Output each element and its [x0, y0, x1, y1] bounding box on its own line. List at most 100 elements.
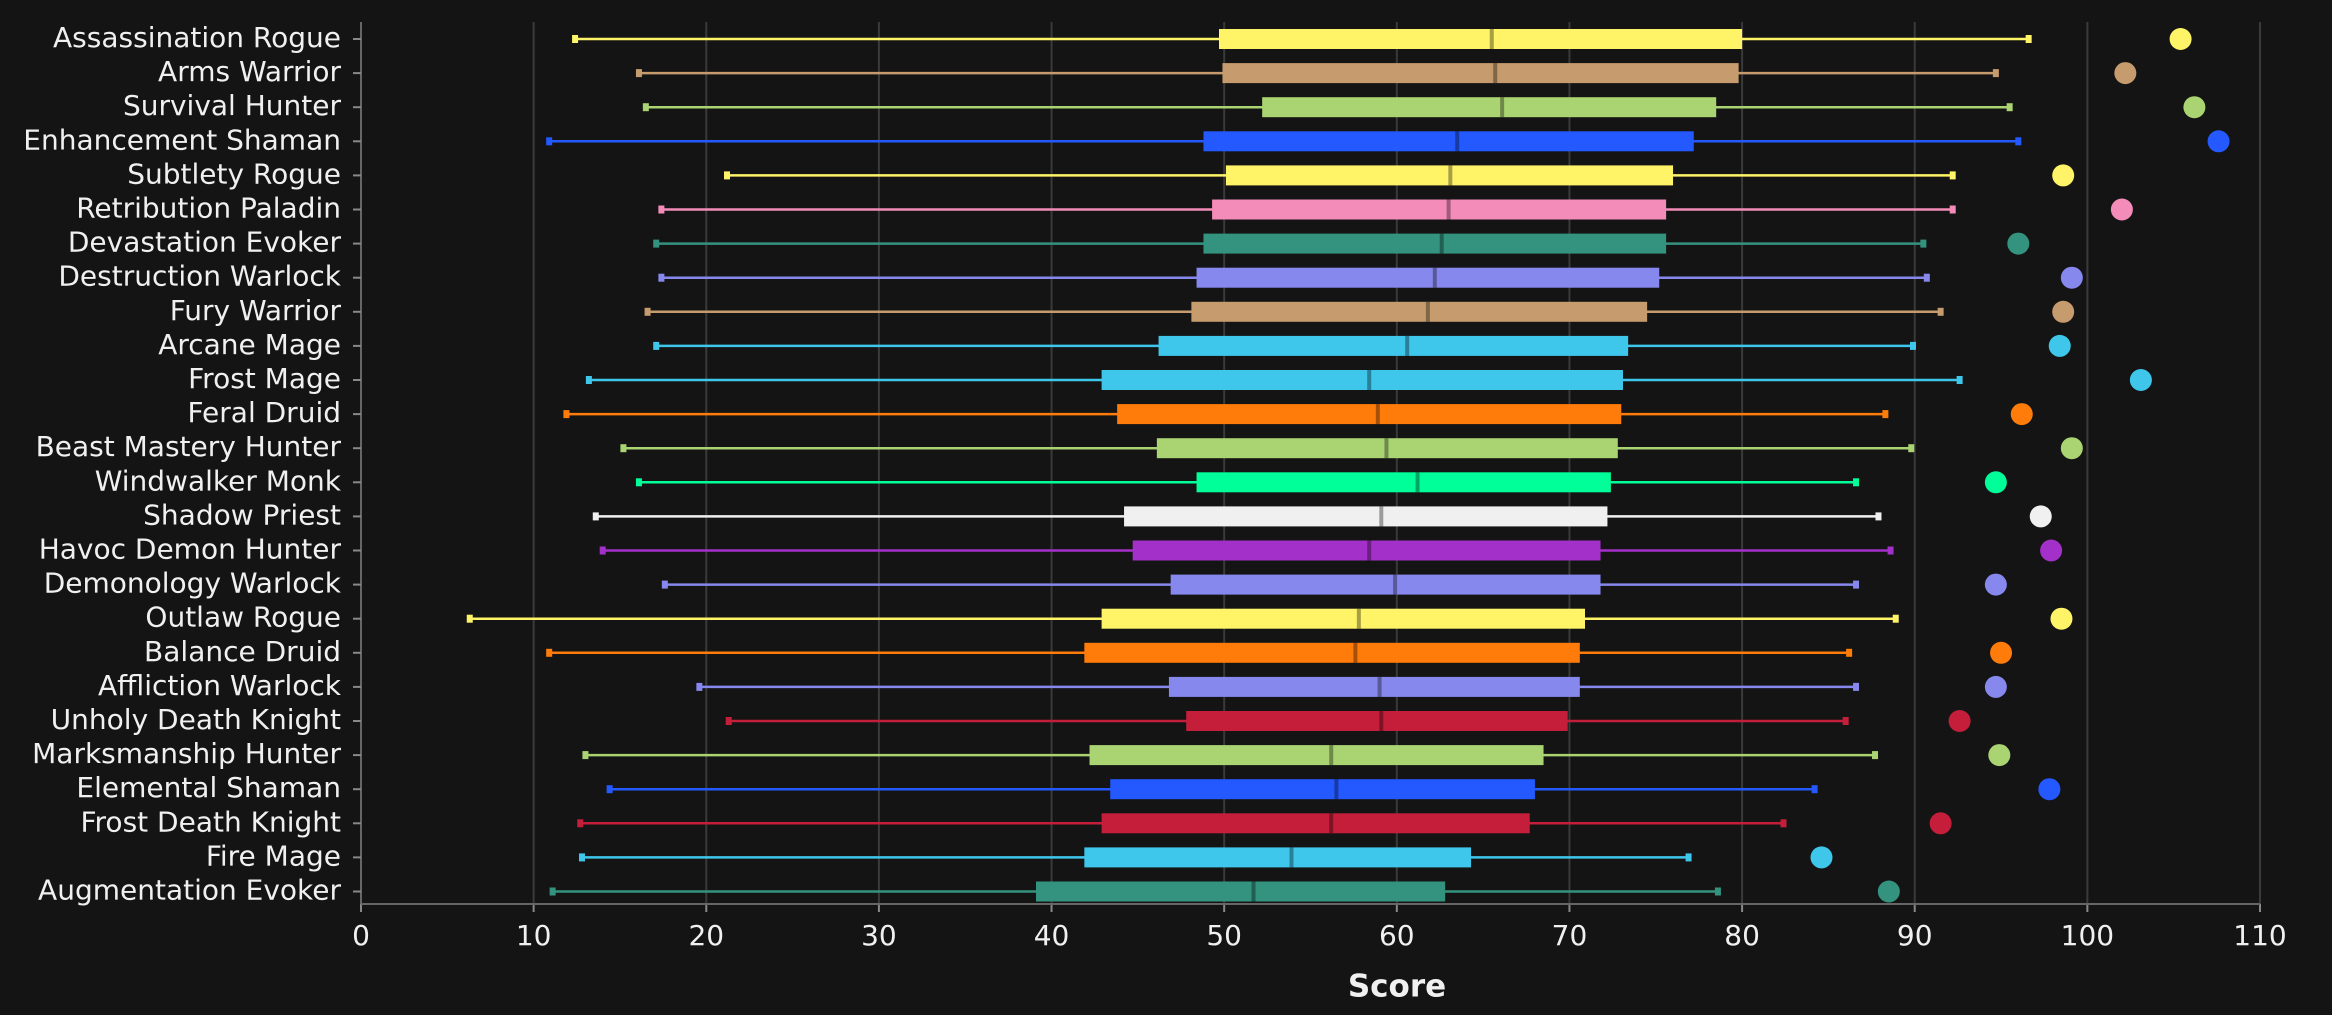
- x-tick-label: 110: [2233, 919, 2286, 952]
- category-label: Arms Warrior: [158, 55, 341, 88]
- point: [1988, 744, 2011, 767]
- point: [1948, 710, 1971, 732]
- whisker-cap: [644, 307, 651, 316]
- whisker-cap: [696, 682, 703, 691]
- box: [1186, 711, 1568, 731]
- point: [2029, 505, 2052, 528]
- box: [1203, 131, 1694, 152]
- whisker-cap: [2006, 103, 2013, 112]
- whisker-cap: [1714, 887, 1721, 896]
- category-label: Enhancement Shaman: [23, 123, 341, 156]
- whisker-cap: [1872, 751, 1879, 760]
- whisker-cap: [563, 410, 570, 419]
- point: [2038, 778, 2061, 801]
- point: [2110, 198, 2133, 221]
- point: [2050, 607, 2073, 630]
- box: [1110, 779, 1535, 800]
- category-label: Shadow Priest: [143, 498, 341, 531]
- category-label: Survival Hunter: [123, 89, 342, 122]
- category-label: Destruction Warlock: [58, 260, 341, 293]
- whisker-cap: [1882, 410, 1889, 419]
- whisker-cap: [582, 751, 589, 760]
- whisker-cap: [585, 376, 592, 384]
- whisker-cap: [642, 103, 649, 112]
- whisker-cap: [1956, 376, 1963, 384]
- x-tick-label: 70: [1552, 919, 1588, 952]
- x-tick-label: 50: [1206, 919, 1242, 952]
- box: [1089, 745, 1544, 766]
- box: [1036, 881, 1446, 902]
- whisker-cap: [599, 546, 606, 555]
- point: [2052, 164, 2075, 187]
- whisker-cap: [1910, 341, 1917, 350]
- category-label: Frost Death Knight: [80, 805, 341, 838]
- box: [1262, 97, 1717, 118]
- whisker-cap: [606, 785, 613, 794]
- x-axis-label: Score: [1348, 969, 1446, 1005]
- box: [1196, 267, 1660, 288]
- x-tick-label: 40: [1034, 919, 1070, 952]
- point: [1990, 641, 2013, 664]
- category-label: Havoc Demon Hunter: [39, 533, 342, 566]
- whisker-cap: [1853, 682, 1860, 691]
- point: [1984, 573, 2007, 596]
- point: [2114, 62, 2137, 85]
- whisker-cap: [466, 614, 473, 623]
- whisker-cap: [620, 444, 627, 453]
- box: [1158, 335, 1629, 356]
- box: [1117, 404, 1622, 425]
- point: [2048, 334, 2071, 357]
- whisker-cap: [635, 478, 642, 487]
- category-label: Assassination Rogue: [53, 21, 341, 54]
- box: [1084, 847, 1472, 868]
- whisker-cap: [546, 137, 553, 146]
- whisker-cap: [1811, 785, 1818, 794]
- point: [2207, 130, 2230, 153]
- point: [2060, 266, 2083, 289]
- category-label: Balance Druid: [144, 635, 341, 668]
- whisker-cap: [572, 35, 579, 43]
- point: [2183, 96, 2206, 119]
- category-label: Beast Mastery Hunter: [36, 430, 342, 463]
- box: [1168, 676, 1580, 697]
- category-label: Frost Mage: [188, 362, 341, 395]
- category-label: Augmentation Evoker: [38, 874, 341, 907]
- x-tick-label: 100: [2061, 919, 2114, 952]
- whisker-cap: [578, 853, 585, 862]
- whisker-cap: [592, 512, 599, 521]
- box: [1196, 472, 1611, 493]
- point: [2007, 232, 2030, 255]
- whisker-cap: [1842, 717, 1849, 725]
- box: [1156, 438, 1618, 459]
- point: [1810, 846, 1833, 869]
- category-label: Devastation Evoker: [68, 226, 342, 259]
- box: [1124, 506, 1608, 527]
- whisker-cap: [1875, 512, 1882, 521]
- whisker-cap: [1949, 205, 1956, 214]
- point: [1877, 880, 1900, 903]
- category-label: Fire Mage: [206, 839, 341, 872]
- box: [1225, 165, 1674, 186]
- whisker-cap: [661, 580, 668, 589]
- category-label: Unholy Death Knight: [51, 703, 341, 736]
- category-label: Outlaw Rogue: [145, 601, 341, 634]
- category-label: Subtlety Rogue: [127, 157, 341, 190]
- whisker-cap: [1937, 307, 1944, 316]
- category-label: Windwalker Monk: [95, 464, 342, 497]
- whisker-cap: [2015, 137, 2022, 146]
- box: [1101, 608, 1585, 629]
- whisker-cap: [658, 205, 665, 214]
- category-label: Marksmanship Hunter: [32, 737, 341, 770]
- whisker-cap: [1780, 819, 1787, 828]
- whisker-cap: [1853, 478, 1860, 487]
- point: [2129, 369, 2152, 391]
- box: [1101, 813, 1530, 834]
- whisker-cap: [1908, 444, 1915, 453]
- point: [2169, 28, 2192, 50]
- box: [1170, 574, 1601, 595]
- category-label: Arcane Mage: [158, 328, 341, 361]
- category-label: Fury Warrior: [170, 294, 342, 327]
- whisker-cap: [1920, 239, 1927, 248]
